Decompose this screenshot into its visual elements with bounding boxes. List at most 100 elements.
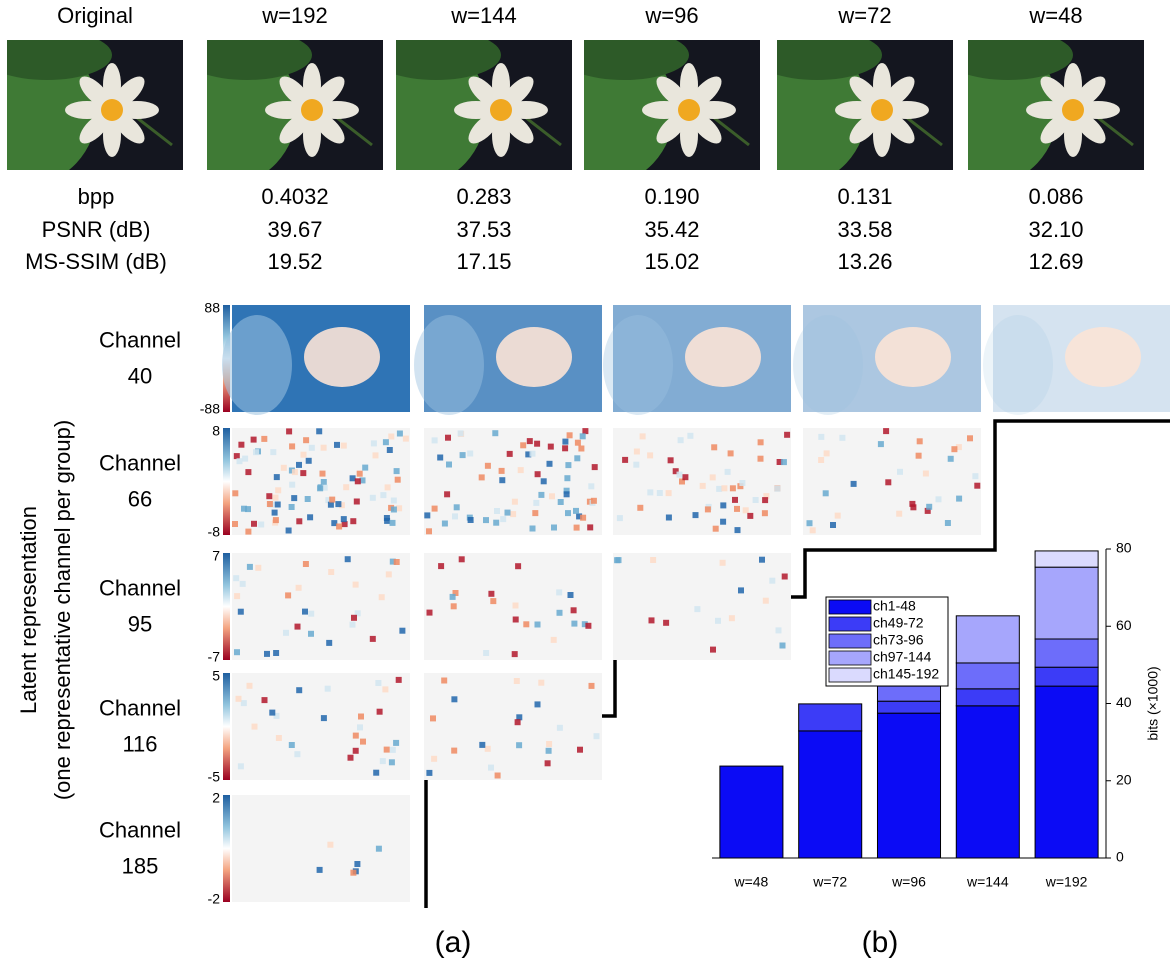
heatmap-cell <box>305 457 312 464</box>
heatmap-cell <box>672 468 679 475</box>
heatmap-cell <box>516 714 523 721</box>
metric-value: 0.086 <box>1028 184 1083 209</box>
heatmap-cell <box>757 439 764 446</box>
heatmap-cell <box>239 580 246 587</box>
heatmap-cell <box>389 519 396 526</box>
heatmap-cell <box>910 504 917 511</box>
heatmap-cell <box>526 438 533 445</box>
colorbar <box>223 795 230 902</box>
bar-segment <box>798 703 863 732</box>
heatmap-cell <box>389 558 396 565</box>
heatmap-cell <box>806 520 813 527</box>
heatmap-cell <box>967 435 973 442</box>
heatmap-cell <box>270 449 277 456</box>
heatmap-cell <box>563 487 570 494</box>
heatmap-cell <box>580 514 587 521</box>
heatmap-cell <box>699 482 706 489</box>
heatmap-cell <box>341 521 348 528</box>
heatmap-cell <box>573 507 579 514</box>
heatmap-cell <box>389 746 396 753</box>
bar-segment <box>1034 638 1099 668</box>
row-axis-label: (one representative channel per group) <box>50 420 75 800</box>
heatmap-cell <box>492 430 499 437</box>
heatmap-cell <box>883 428 890 435</box>
heatmap-cell <box>319 470 326 477</box>
heatmap-cell <box>955 444 962 451</box>
heatmap-cell <box>926 503 933 510</box>
heatmap-cell <box>679 478 685 485</box>
heatmap-cell <box>336 523 343 530</box>
heatmap-cell <box>395 676 402 683</box>
heatmap-cell <box>453 504 460 511</box>
heatmap-cell <box>564 475 571 482</box>
heatmap-cell <box>340 516 347 523</box>
heatmap-cell <box>328 569 335 575</box>
heatmap-cell <box>291 495 298 502</box>
heatmap-cell <box>369 494 376 501</box>
heatmap-cell <box>431 437 438 444</box>
heatmap-leaf <box>983 315 1053 415</box>
heatmap-cell <box>484 745 491 752</box>
column-title: w=192 <box>261 3 327 28</box>
heatmap-cell <box>431 755 438 762</box>
heatmap-cell <box>386 447 393 453</box>
heatmap-cell <box>353 498 360 505</box>
heatmap-cell <box>237 608 244 615</box>
heatmap-cell <box>242 455 249 462</box>
heatmap-cell <box>922 470 929 477</box>
heatmap-cell <box>633 461 640 468</box>
heatmap-cell <box>236 458 243 465</box>
heatmap-cell <box>446 461 452 468</box>
heatmap-cell <box>246 682 253 689</box>
heatmap-cell <box>915 452 922 459</box>
heatmap-cell <box>752 497 759 503</box>
heatmap-blob <box>1065 327 1141 387</box>
y-axis-label: bits (×1000) <box>1145 666 1161 740</box>
heatmap-cell <box>544 760 551 767</box>
x-tick-label: w=144 <box>966 874 1009 890</box>
heatmap-cell <box>266 501 273 507</box>
heatmap-cell <box>451 747 458 754</box>
heatmap-cell <box>388 759 395 766</box>
heatmap-cell <box>582 428 589 435</box>
heatmap-cell <box>759 556 765 563</box>
heatmap-cell <box>639 433 646 440</box>
heatmap-cell <box>728 615 735 622</box>
heatmap-cell <box>545 747 552 754</box>
heatmap-cell <box>253 449 259 456</box>
y-tick-label: 20 <box>1116 771 1132 787</box>
caption-a: (a) <box>435 926 472 959</box>
heatmap-cell <box>329 496 336 503</box>
heatmap-cell <box>280 464 287 471</box>
heatmap-cell <box>303 437 310 444</box>
heatmap-cell <box>352 732 359 739</box>
column-title: Original <box>57 3 133 28</box>
heatmap-cell <box>897 468 903 475</box>
heatmap-cell <box>579 433 586 440</box>
heatmap-cell <box>383 746 390 753</box>
heatmap-cell <box>431 505 438 512</box>
heatmap-cell <box>747 512 754 519</box>
heatmap <box>424 673 602 780</box>
heatmap-cell <box>538 679 545 686</box>
heatmap-cell <box>488 590 495 597</box>
heatmap-cell <box>574 455 581 462</box>
heatmap-cell <box>286 428 293 435</box>
heatmap-cell <box>316 428 323 435</box>
heatmap-cell <box>380 492 387 499</box>
heatmap-blob <box>496 327 572 387</box>
heatmap-cell <box>494 772 501 779</box>
heatmap-cell <box>565 510 571 517</box>
heatmap-cell <box>615 557 622 564</box>
heatmap-cell <box>369 635 376 642</box>
channel-label: Channel <box>99 327 181 352</box>
x-tick-label: w=96 <box>891 874 926 890</box>
heatmap-cell <box>578 445 585 452</box>
heatmap-cell <box>513 678 520 684</box>
heatmap-cell <box>563 491 570 498</box>
heatmap-cell <box>647 489 654 496</box>
heatmap-cell <box>251 723 258 730</box>
heatmap-cell <box>275 487 282 494</box>
heatmap-cell <box>338 502 345 509</box>
legend-label: ch49-72 <box>873 615 924 631</box>
